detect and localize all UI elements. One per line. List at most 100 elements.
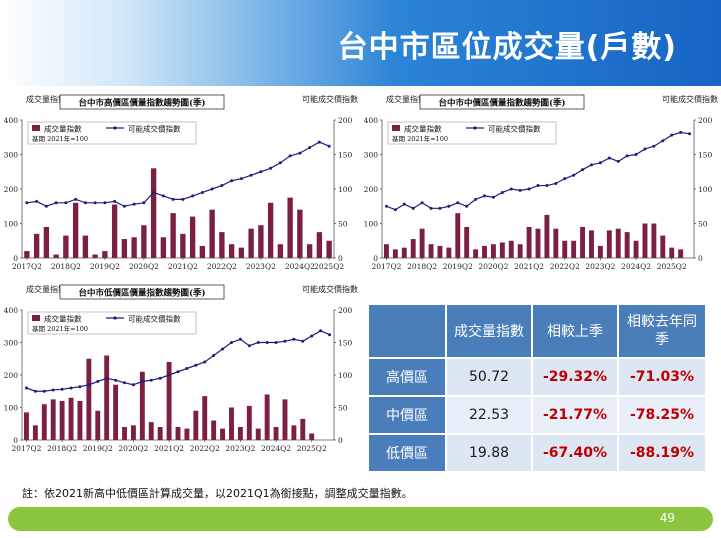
volume-bar bbox=[267, 202, 274, 258]
volume-bar bbox=[122, 427, 127, 440]
volume-bar bbox=[651, 223, 657, 258]
legend-bar-swatch bbox=[32, 125, 40, 131]
right-axis-label: 可能成交價指數 bbox=[302, 94, 358, 104]
price-index-line bbox=[26, 141, 330, 207]
price-index-point bbox=[44, 204, 48, 208]
legend-label: 可能成交價指數 bbox=[128, 314, 181, 324]
volume-bar bbox=[121, 239, 128, 258]
price-index-point bbox=[114, 378, 118, 382]
volume-bar bbox=[219, 232, 225, 258]
price-index-point bbox=[317, 140, 321, 144]
price-index-point bbox=[265, 341, 269, 344]
right-tick-label: 100 bbox=[338, 371, 353, 380]
left-tick-label: 100 bbox=[4, 220, 18, 229]
x-tick-label: 2018Q2 bbox=[47, 444, 77, 453]
price-index-point bbox=[221, 347, 225, 351]
left-tick-label: 200 bbox=[4, 371, 18, 380]
price-index-point bbox=[581, 168, 585, 172]
price-index-point bbox=[518, 188, 522, 192]
volume-bar bbox=[24, 251, 30, 258]
volume-bar bbox=[193, 410, 199, 440]
right-tick-label: 100 bbox=[338, 185, 353, 194]
chart-title-box bbox=[419, 94, 585, 110]
volume-bar bbox=[282, 399, 288, 440]
price-index-point bbox=[661, 139, 665, 143]
legend-label: 成交量指數 bbox=[44, 314, 82, 324]
left-tick-label: 0 bbox=[13, 436, 18, 445]
price-index-point bbox=[78, 385, 82, 389]
x-tick-label: 2024Q2 bbox=[621, 262, 651, 271]
x-tick-label: 2017Q2 bbox=[371, 262, 401, 271]
volume-bar bbox=[277, 244, 284, 258]
price-index-point bbox=[161, 194, 165, 198]
price-index-point bbox=[319, 329, 323, 333]
volume-bar bbox=[580, 226, 586, 258]
volume-bar bbox=[72, 202, 79, 258]
volume-bar bbox=[446, 247, 452, 258]
table-row-label: 高價區 bbox=[369, 359, 445, 395]
x-tick-label: 2020Q2 bbox=[478, 262, 508, 271]
x-tick-label: 2018Q2 bbox=[407, 262, 437, 271]
price-index-point bbox=[210, 187, 214, 191]
table-cell-yoy: -71.03% bbox=[619, 359, 705, 395]
volume-bar bbox=[544, 214, 550, 258]
volume-bar bbox=[220, 428, 226, 440]
volume-bar bbox=[678, 249, 684, 258]
price-index-point bbox=[554, 181, 558, 185]
price-index-point bbox=[402, 202, 406, 206]
price-index-point bbox=[238, 337, 242, 341]
left-axis-label: 成交量指數 bbox=[26, 284, 66, 294]
right-axis-label: 可能成交價指數 bbox=[302, 284, 358, 294]
price-index-point bbox=[203, 360, 207, 364]
x-tick-label: 2025Q2 bbox=[657, 262, 687, 271]
volume-bar bbox=[228, 244, 235, 258]
volume-bar bbox=[306, 244, 313, 258]
price-index-point bbox=[256, 341, 260, 344]
title-banner bbox=[0, 0, 721, 86]
right-tick-label: 0 bbox=[338, 436, 343, 445]
price-index-point bbox=[24, 386, 28, 390]
price-index-point bbox=[93, 201, 97, 205]
right-tick-label: 200 bbox=[698, 116, 713, 125]
chart-mid-price: 成交量指數 可能成交價指數 台中市中價區價量指數趨勢圖(季) 0 100 200 300 40… bbox=[364, 92, 720, 280]
price-index-point bbox=[87, 383, 91, 387]
x-tick-label: 2024Q2 bbox=[261, 444, 291, 453]
price-index-point bbox=[132, 202, 136, 206]
volume-bar bbox=[150, 168, 157, 258]
price-index-point bbox=[429, 206, 433, 210]
left-tick-label: 400 bbox=[4, 306, 18, 315]
price-index-point bbox=[652, 144, 656, 148]
price-index-point bbox=[491, 195, 495, 199]
volume-bar bbox=[184, 428, 190, 440]
right-tick-label: 200 bbox=[338, 306, 353, 315]
price-index-point bbox=[140, 380, 144, 383]
price-index-point bbox=[411, 206, 415, 210]
price-index-point bbox=[194, 363, 198, 367]
legend-box bbox=[27, 311, 197, 335]
chart-title: 台中市高價區價量指數趨勢圖(季) bbox=[78, 98, 205, 109]
price-index-point bbox=[274, 341, 278, 344]
legend-label: 可能成交價指數 bbox=[128, 124, 181, 134]
volume-bar bbox=[59, 401, 65, 440]
price-index-point bbox=[105, 376, 109, 380]
price-index-point bbox=[25, 201, 29, 205]
price-index-point bbox=[393, 208, 397, 212]
volume-bar bbox=[43, 226, 50, 258]
price-index-point bbox=[607, 156, 611, 160]
table-header: 成交量指數 bbox=[447, 305, 531, 357]
price-index-point bbox=[283, 339, 287, 343]
volume-bar bbox=[589, 230, 594, 258]
x-tick-label: 2020Q2 bbox=[118, 444, 148, 453]
volume-bar bbox=[526, 226, 532, 258]
price-index-point bbox=[598, 161, 602, 165]
volume-bar bbox=[309, 433, 315, 440]
price-index-point bbox=[616, 159, 620, 163]
volume-bar bbox=[392, 249, 398, 258]
chart-title-box bbox=[59, 94, 225, 110]
volume-bar bbox=[113, 384, 119, 440]
slide-title: 台中市區位成交量(戶數) bbox=[337, 30, 677, 65]
volume-bar bbox=[624, 232, 630, 258]
volume-bar bbox=[535, 228, 541, 258]
right-tick-label: 150 bbox=[338, 151, 353, 160]
right-tick-label: 0 bbox=[338, 254, 343, 263]
